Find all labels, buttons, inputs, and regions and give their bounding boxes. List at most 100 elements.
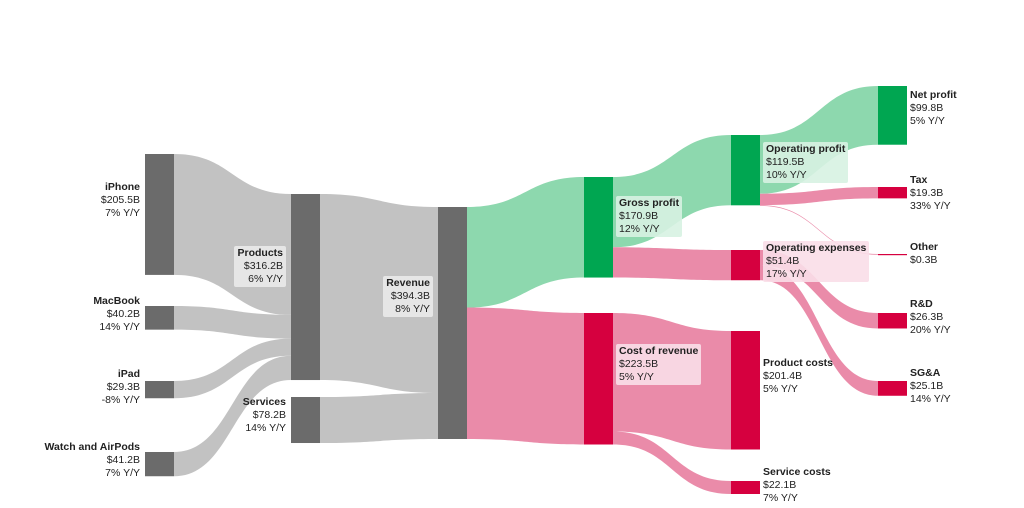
label-operating-profit: Operating profit $119.5B 10% Y/Y (763, 142, 849, 183)
node-name: Watch and AirPods (44, 441, 140, 453)
label-sga: SG&A $25.1B 14% Y/Y (910, 367, 951, 406)
flow-services-to-revenue (320, 393, 438, 444)
node-change: -8% Y/Y (101, 394, 140, 406)
node-change: 5% Y/Y (910, 115, 945, 127)
node-change: 8% Y/Y (395, 303, 430, 315)
flow-watch-to-products (174, 355, 291, 477)
node-bar-net (878, 86, 907, 145)
node-bar-iphone (145, 154, 174, 275)
node-name: Other (910, 241, 939, 253)
node-change: 17% Y/Y (766, 268, 807, 280)
node-name: iPhone (104, 181, 140, 193)
node-name: Gross profit (619, 197, 680, 209)
node-value: $0.3B (910, 254, 938, 266)
node-value: $78.2B (252, 409, 286, 421)
node-bar-prodcost (731, 331, 760, 450)
node-value: $22.1B (763, 479, 797, 491)
node-bar-rnd (878, 313, 907, 329)
node-change: 14% Y/Y (910, 393, 951, 405)
node-value: $29.3B (106, 381, 140, 393)
node-change: 7% Y/Y (105, 467, 140, 479)
flow-cor-to-servcost (613, 431, 731, 495)
flow-opprofit-to-other (760, 205, 878, 255)
node-name: Operating expenses (766, 242, 867, 254)
label-macbook: MacBook $40.2B 14% Y/Y (93, 295, 140, 334)
flow-revenue-to-cor (467, 307, 584, 445)
node-name: Services (242, 396, 286, 408)
node-value: $201.4B (763, 370, 803, 382)
node-change: 20% Y/Y (910, 324, 951, 336)
node-bar-ipad (145, 381, 174, 399)
node-change: 7% Y/Y (763, 492, 798, 504)
node-bar-tax (878, 187, 907, 199)
node-name: Revenue (386, 277, 430, 289)
node-change: 14% Y/Y (245, 422, 286, 434)
node-change: 33% Y/Y (910, 200, 951, 212)
node-name: Cost of revenue (619, 345, 699, 357)
label-services: Services $78.2B 14% Y/Y (243, 396, 286, 435)
node-change: 5% Y/Y (619, 371, 654, 383)
node-name: MacBook (93, 295, 140, 307)
label-watch-and-airpods: Watch and AirPods $41.2B 7% Y/Y (45, 441, 140, 480)
node-value: $394.3B (390, 290, 430, 302)
flow-revenue-to-gross (467, 177, 584, 308)
flow-iphone-to-products (174, 154, 291, 315)
node-change: 10% Y/Y (766, 169, 807, 181)
node-change: 14% Y/Y (99, 321, 140, 333)
node-value: $25.1B (910, 380, 944, 392)
node-change: 6% Y/Y (248, 273, 283, 285)
node-name: Operating profit (766, 143, 846, 155)
node-value: $26.3B (910, 311, 944, 323)
node-bar-other (878, 254, 907, 256)
flow-gross-to-opex (613, 247, 731, 281)
flow-products-to-revenue (320, 194, 438, 394)
node-bar-servcost (731, 481, 760, 495)
flow-ipad-to-products (174, 338, 291, 399)
node-value: $205.5B (100, 194, 140, 206)
node-value: $99.8B (910, 102, 944, 114)
sankey-nodes (145, 86, 907, 495)
node-value: $223.5B (619, 358, 659, 370)
node-change: 5% Y/Y (763, 383, 798, 395)
node-bar-opprofit (731, 135, 760, 206)
flow-macbook-to-products (174, 306, 291, 339)
node-name: Net profit (910, 89, 957, 101)
node-name: Product costs (763, 357, 834, 369)
label-net-profit: Net profit $99.8B 5% Y/Y (910, 89, 957, 128)
node-bar-opex (731, 250, 760, 281)
node-bar-products (291, 194, 320, 381)
label-product-costs: Product costs $201.4B 5% Y/Y (763, 357, 833, 396)
node-bar-macbook (145, 306, 174, 330)
label-rnd: R&D $26.3B 20% Y/Y (910, 298, 951, 337)
label-operating-expenses: Operating expenses $51.4B 17% Y/Y (763, 241, 870, 282)
label-revenue: Revenue $394.3B 8% Y/Y (383, 276, 433, 317)
node-name: Products (237, 247, 283, 259)
node-change: 7% Y/Y (105, 207, 140, 219)
label-other: Other $0.3B (910, 241, 938, 267)
node-value: $40.2B (106, 308, 140, 320)
node-name: Tax (910, 174, 928, 186)
node-bar-revenue (438, 207, 467, 439)
flow-opex-to-sga (760, 265, 878, 396)
label-gross-profit: Gross profit $170.9B 12% Y/Y (616, 196, 683, 237)
node-value: $19.3B (910, 187, 944, 199)
node-bar-watch (145, 452, 174, 477)
node-value: $316.2B (243, 260, 283, 272)
label-iphone: iPhone $205.5B 7% Y/Y (101, 181, 140, 220)
label-products: Products $316.2B 6% Y/Y (234, 246, 286, 287)
node-bar-gross (584, 177, 613, 278)
label-service-costs: Service costs $22.1B 7% Y/Y (763, 466, 831, 505)
node-bar-services (291, 397, 320, 444)
label-tax: Tax $19.3B 33% Y/Y (910, 174, 951, 213)
node-bar-sga (878, 381, 907, 396)
flow-opprofit-to-tax (760, 187, 878, 206)
node-name: R&D (910, 298, 933, 310)
node-value: $41.2B (106, 454, 140, 466)
node-value: $170.9B (619, 210, 659, 222)
label-ipad: iPad $29.3B -8% Y/Y (102, 368, 140, 407)
node-value: $119.5B (766, 156, 805, 168)
node-name: SG&A (910, 367, 941, 379)
node-name: Service costs (763, 466, 831, 478)
node-name: iPad (117, 368, 140, 380)
